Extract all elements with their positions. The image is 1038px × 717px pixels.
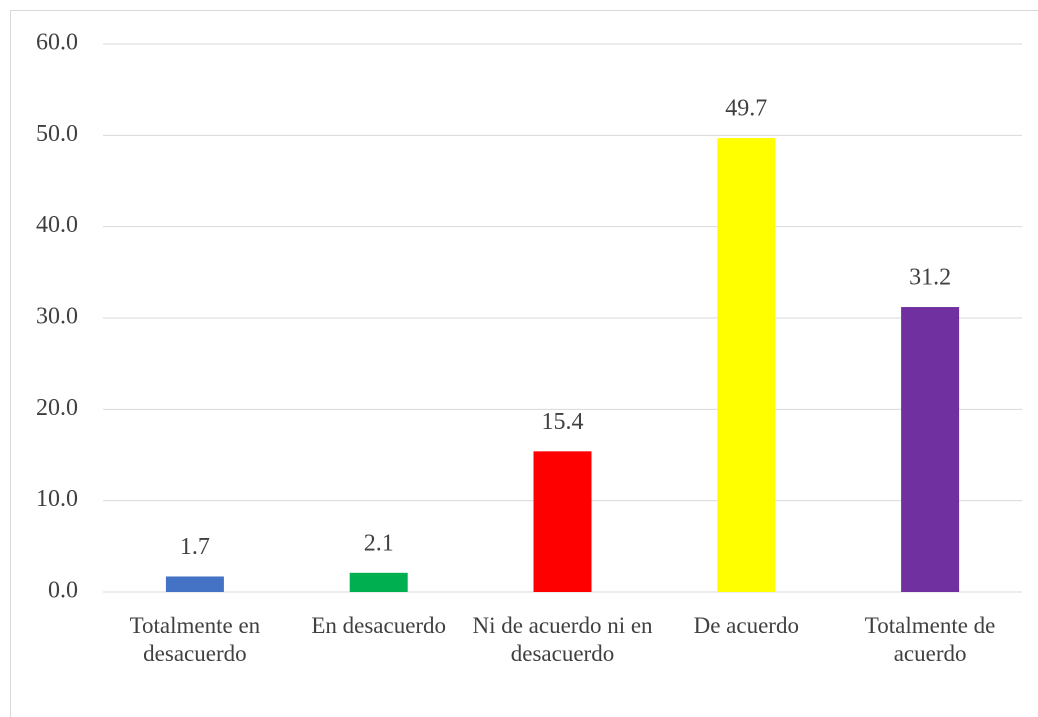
y-tick-label: 60.0 [36, 30, 78, 56]
chart-frame [10, 10, 1038, 717]
data-label: 15.4 [542, 409, 584, 435]
x-tick-label: Totalmente en desacuerdo [129, 613, 261, 666]
bar [901, 307, 960, 592]
y-tick-label: 30.0 [36, 304, 78, 330]
y-tick-label: 0.0 [48, 578, 78, 604]
bar [349, 572, 408, 592]
bar [717, 138, 776, 592]
x-tick-label: De acuerdo [693, 613, 799, 638]
data-label: 1.7 [180, 534, 210, 560]
x-tick-label: Ni de acuerdo ni en desacuerdo [472, 613, 653, 666]
data-label: 49.7 [725, 96, 767, 122]
y-tick-label: 50.0 [36, 121, 78, 147]
y-tick-label: 10.0 [36, 486, 78, 512]
x-tick-label: Totalmente de acuerdo [864, 613, 996, 666]
data-label: 31.2 [909, 265, 951, 291]
y-tick-label: 20.0 [36, 395, 78, 421]
bar [533, 451, 592, 592]
data-label: 2.1 [364, 530, 394, 556]
bar [165, 576, 224, 592]
y-tick-label: 40.0 [36, 212, 78, 238]
x-tick-label: En desacuerdo [311, 613, 447, 638]
